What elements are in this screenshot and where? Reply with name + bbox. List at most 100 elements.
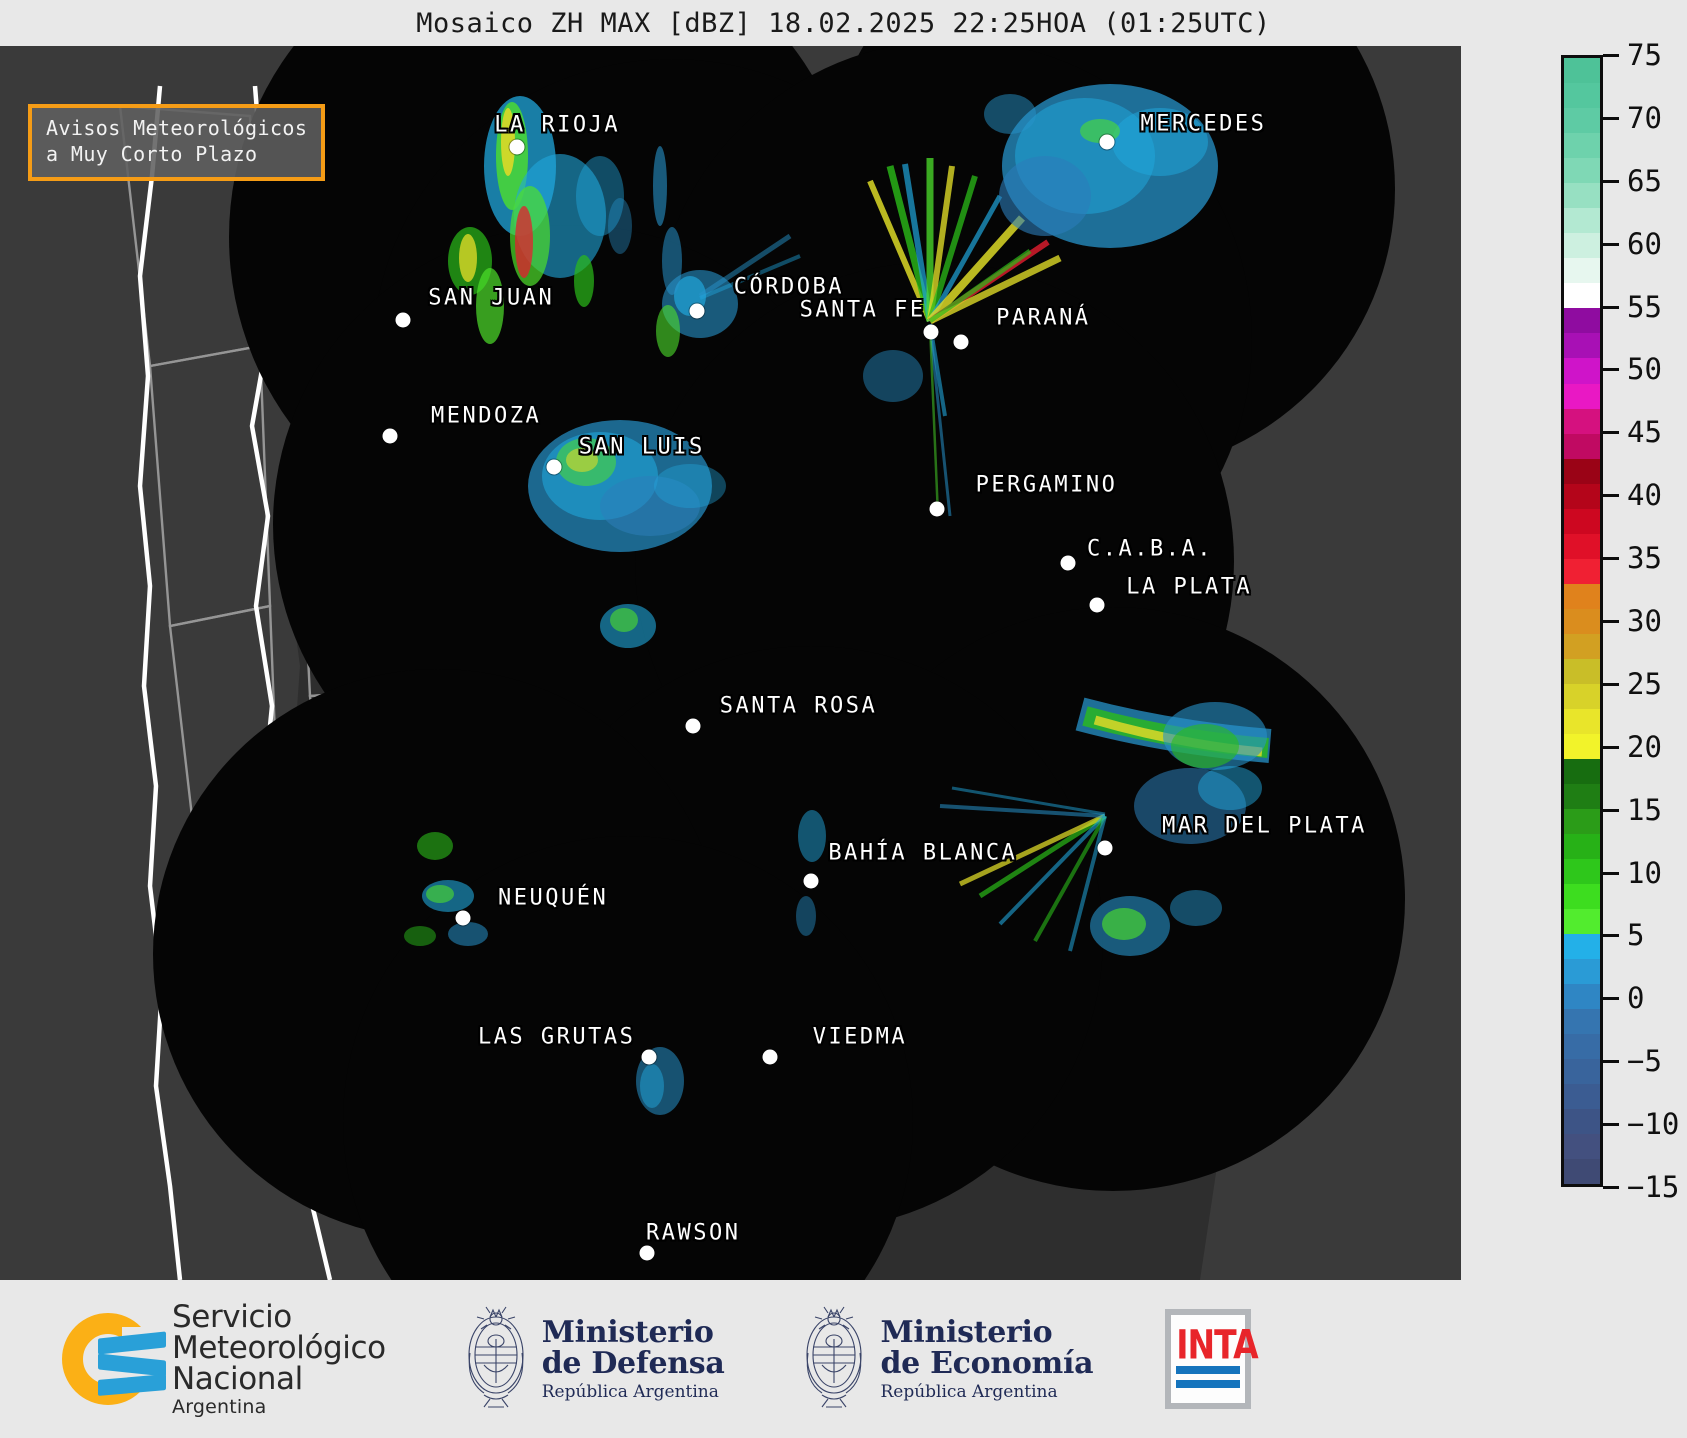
defensa-line-1: Ministerio [541,1314,714,1350]
city-marker[interactable] [689,303,705,319]
colorbar-label-50: 50 [1627,352,1662,387]
city-marker[interactable] [509,139,525,155]
city-marker[interactable] [1060,555,1076,571]
colorbar-segment-1 [1564,1133,1600,1159]
city-marker[interactable] [1089,597,1105,613]
colorbar-label-20: 20 [1627,729,1662,764]
colorbar-label-30: 30 [1627,604,1662,638]
city-marker[interactable] [762,1049,778,1065]
colorbar-label-25: 25 [1627,666,1662,701]
city-marker[interactable] [1097,840,1113,856]
colorbar-segment-38 [1564,208,1600,234]
colorbar-label--10: −10 [1627,1107,1680,1142]
colorbar-label-45: 45 [1627,415,1662,450]
colorbar-segment-36 [1564,258,1600,284]
colorbar-segment-10 [1564,908,1600,934]
radar-echo-layer [404,84,1272,1115]
colorbar-label-35: 35 [1627,541,1662,576]
colorbar-label-0: 0 [1627,981,1645,1016]
colorbar-segment-12 [1564,858,1600,884]
title-bar: Mosaico ZH MAX [dBZ] 18.02.2025 22:25HOA… [0,0,1687,46]
colorbar-segment-15 [1564,783,1600,809]
colorbar-segment-19 [1564,683,1600,709]
colorbar-segment-20 [1564,658,1600,684]
city-marker[interactable] [685,718,700,734]
colorbar-segment-17 [1564,733,1600,759]
city-label: SANTA ROSA [719,693,878,719]
city-label: BAHÍA BLANCA [828,840,1018,866]
colorbar-segment-31 [1564,383,1600,409]
colorbar-segment-2 [1564,1108,1600,1134]
city-label: MENDOZA [430,403,542,429]
colorbar-tick-30 [1603,620,1619,623]
radar-map[interactable]: LA RIOJA MERCEDES SAN JUAN CÓRDOBA SANTA FE P… [0,46,1461,1280]
colorbar-segment-5 [1564,1033,1600,1059]
colorbar-label-70: 70 [1627,100,1662,135]
economia-line-1: Ministerio [880,1314,1053,1350]
economia-line-2: de Economía [880,1346,1094,1382]
colorbar-segment-44 [1564,58,1600,84]
argentina-coat-of-arms-icon [806,1306,863,1408]
city-marker[interactable] [1099,134,1115,150]
colorbar-label-75: 75 [1627,38,1662,72]
colorbar-tick-20 [1603,745,1619,749]
colorbar-panel: 75 70 65 60 55 50 45 40 35 30 25 20 15 10 5 0 −5 −10 −15 [1461,38,1687,1280]
logo-smn: Servicio Meteorológico Nacional Argentin… [62,1301,386,1417]
colorbar-label--15: −15 [1627,1170,1680,1204]
colorbar-segment-8 [1564,958,1600,984]
colorbar-segment-35 [1564,283,1600,309]
smn-line-3: Nacional [172,1360,303,1397]
colorbar-segment-11 [1564,883,1600,909]
colorbar-segment-30 [1564,408,1600,434]
colorbar-segment-39 [1564,183,1600,209]
city-label: CÓRDOBA [733,274,844,300]
colorbar-tick-65 [1603,179,1619,183]
city-marker[interactable] [639,1245,655,1261]
city-label: NEUQUÉN [498,885,609,911]
city-marker[interactable] [929,501,944,517]
city-marker[interactable] [953,334,969,350]
colorbar-tick-5 [1603,934,1619,938]
colorbar-segment-23 [1564,583,1600,609]
city-marker[interactable] [923,324,939,340]
alert-banner[interactable]: Avisos Meteorológicos a Muy Corto Plazo [28,104,326,181]
colorbar-segment-13 [1564,833,1600,859]
city-label: LAS GRUTAS [477,1024,636,1050]
colorbar-label-15: 15 [1627,792,1662,827]
colorbar-tick-55 [1603,305,1619,309]
colorbar-segment-4 [1564,1058,1600,1084]
colorbar-segment-21 [1564,633,1600,659]
colorbar-label--5: −5 [1627,1044,1662,1079]
city-marker[interactable] [395,312,411,328]
colorbar-gradient[interactable] [1561,55,1603,1187]
inta-bar-2 [1176,1380,1241,1389]
colorbar-segment-43 [1564,83,1600,109]
colorbar-tick-35 [1603,557,1619,561]
city-marker[interactable] [382,428,398,444]
city-marker[interactable] [803,873,819,889]
colorbar-segment-16 [1564,758,1600,784]
city-label: SAN JUAN [428,285,555,311]
colorbar-tick-70 [1603,116,1619,120]
colorbar-segment-29 [1564,433,1600,459]
colorbar-segment-14 [1564,808,1600,834]
colorbar-label-5: 5 [1627,918,1645,953]
inta-wordmark: INTA [1176,1320,1258,1368]
city-marker[interactable] [546,459,562,475]
colorbar-tick-25 [1603,682,1619,686]
page-title: Mosaico ZH MAX [dBZ] 18.02.2025 22:25HOA… [416,7,1271,39]
colorbar-segment-28 [1564,458,1600,484]
colorbar-segment-25 [1564,533,1600,559]
city-label: LA RIOJA [494,112,621,138]
city-marker[interactable] [455,910,471,926]
logo-ministerio-defensa: Ministerio de Defensa República Argentin… [460,1303,725,1415]
colorbar-segment-18 [1564,708,1600,734]
colorbar-segment-32 [1564,358,1600,384]
smn-line-2: Meteorológico [172,1329,386,1366]
colorbar-tick--15 [1603,1186,1619,1189]
city-label: SANTA FE [799,297,926,323]
colorbar-segment-0 [1564,1158,1600,1184]
colorbar-label-65: 65 [1627,163,1662,198]
city-marker[interactable] [641,1049,657,1065]
colorbar-tick-75 [1603,54,1619,57]
